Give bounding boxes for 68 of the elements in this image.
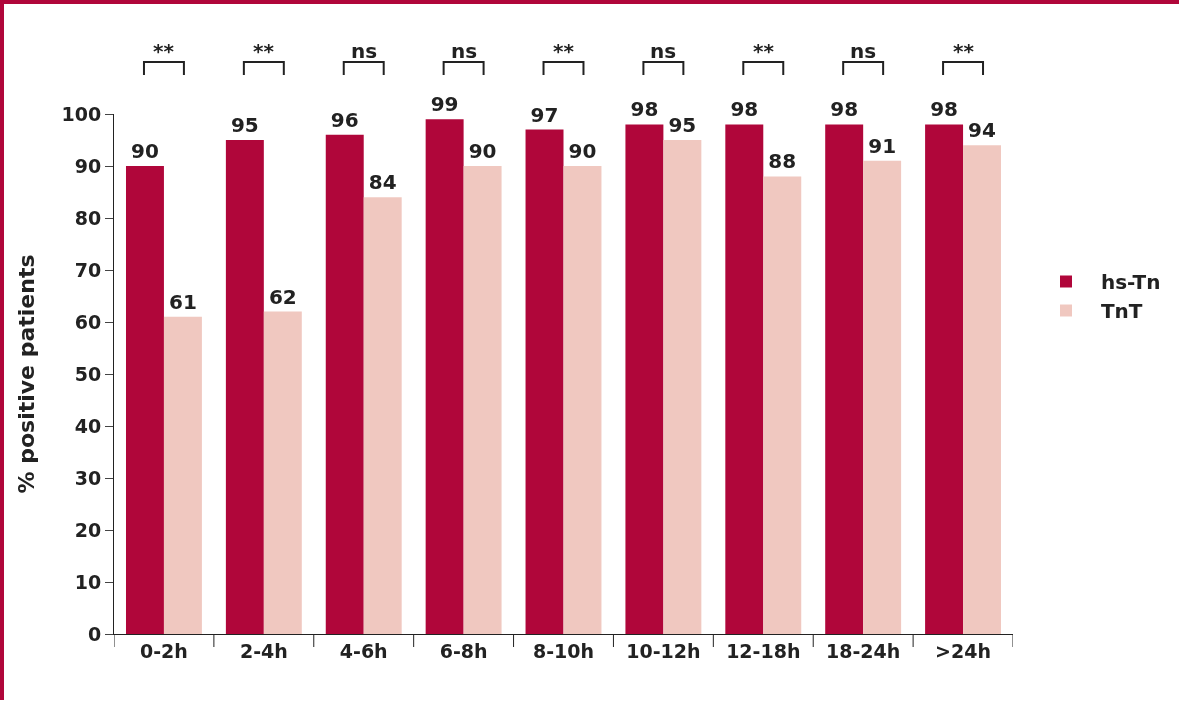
- data-label: 99: [430, 92, 459, 117]
- text: ns: [351, 39, 378, 63]
- data-label: 90: [131, 139, 159, 163]
- bar: [163, 316, 202, 634]
- bar: [663, 140, 702, 634]
- bar: [263, 311, 302, 634]
- text: ns: [650, 39, 677, 63]
- legend-label: TnT: [1100, 299, 1143, 324]
- bar: [525, 129, 564, 634]
- y-tick-label: 100: [61, 102, 102, 125]
- data-label: 91: [868, 133, 897, 158]
- bar: [863, 160, 902, 634]
- bar: [963, 145, 1002, 634]
- bar: [125, 166, 164, 634]
- data-label: 98: [930, 97, 958, 122]
- data-label: 88: [768, 149, 797, 174]
- bar: [225, 140, 264, 634]
- text: **: [253, 39, 275, 63]
- y-tick-label: 30: [74, 466, 102, 489]
- y-axis-title: % positive patients: [14, 254, 40, 494]
- data-label: 84: [368, 170, 397, 195]
- data-label: 98: [830, 97, 859, 122]
- legend-label: hs-Tn: [1100, 270, 1161, 295]
- y-tick-label: 50: [74, 362, 102, 385]
- bar: [825, 124, 864, 634]
- text: **: [153, 39, 175, 63]
- data-label: 95: [668, 113, 697, 137]
- x-tick-label: 0-2h: [140, 639, 188, 662]
- text: **: [553, 39, 575, 63]
- x-tick-label: 18-24h: [826, 639, 901, 662]
- data-label: 94: [968, 118, 996, 143]
- data-label: 95: [230, 113, 259, 137]
- x-tick-label: 4-6h: [339, 639, 388, 662]
- data-label: 98: [630, 97, 659, 122]
- y-tick-label: 60: [74, 310, 102, 333]
- y-tick-label: 70: [74, 258, 102, 281]
- y-tick-label: 40: [74, 414, 102, 437]
- y-tick-label: 90: [74, 154, 102, 177]
- bar: [725, 124, 764, 634]
- x-tick-label: 10-12h: [626, 639, 701, 662]
- data-label: 90: [468, 139, 497, 163]
- y-tick-label: 80: [74, 206, 102, 229]
- data-label: 62: [268, 284, 297, 309]
- text: ns: [451, 39, 478, 63]
- bar: [325, 134, 364, 634]
- bar: [925, 124, 964, 634]
- data-label: 98: [730, 97, 759, 122]
- data-label: 90: [568, 139, 597, 163]
- y-tick-label: 10: [74, 570, 102, 593]
- y-tick-label: 0: [87, 622, 102, 645]
- bar: [363, 197, 402, 634]
- x-tick-label: 8-10h: [532, 639, 595, 662]
- x-tick-label: 2-4h: [239, 639, 288, 662]
- text: **: [953, 39, 975, 63]
- bar: [563, 166, 602, 634]
- x-tick-label: 6-8h: [439, 639, 488, 662]
- text: ns: [850, 39, 877, 63]
- text: **: [753, 39, 775, 63]
- data-label: 96: [330, 107, 359, 132]
- y-tick-label: 20: [74, 518, 102, 541]
- data-label: 61: [169, 289, 197, 314]
- bar: [425, 119, 464, 634]
- x-tick-label: >24h: [935, 639, 992, 662]
- x-tick-label: 12-18h: [726, 639, 801, 662]
- bar: [763, 176, 802, 634]
- bar: [625, 124, 664, 634]
- data-label: 97: [530, 102, 559, 127]
- bar: [463, 166, 502, 634]
